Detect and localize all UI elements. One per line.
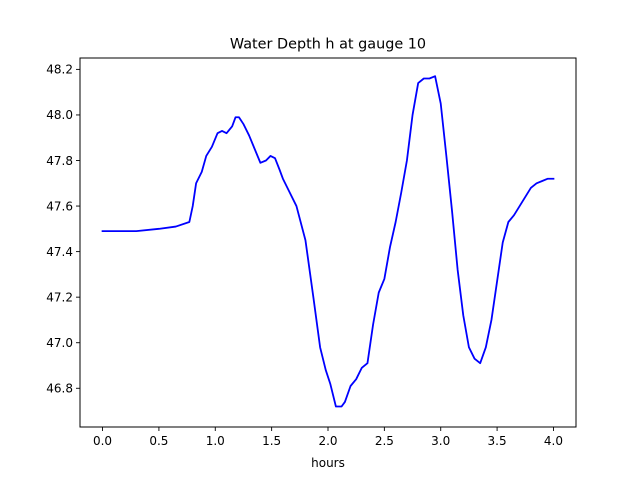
series-line-water-depth: [101, 75, 555, 408]
x-tick-label: 2.0: [318, 434, 337, 448]
plot-area: [80, 58, 576, 427]
x-tick-label: 0.0: [93, 434, 112, 448]
x-tick-label: 2.5: [375, 434, 394, 448]
x-tick-label: 0.5: [149, 434, 168, 448]
x-tick-label: 3.5: [488, 434, 507, 448]
plot-background: [80, 58, 576, 427]
y-tick-label: 48.0: [46, 108, 73, 122]
y-tick-label: 47.0: [46, 336, 73, 350]
y-tick-label: 47.6: [46, 199, 73, 213]
x-axis-label: hours: [311, 456, 345, 470]
y-tick-label: 47.8: [46, 154, 73, 168]
x-tick-label: 3.0: [431, 434, 450, 448]
y-axis-ticks: 46.8 47.0 47.2 47.4 47.6 47.8 48.0 48.2: [46, 63, 80, 396]
x-axis-ticks: 0.0 0.5 1.0 1.5 2.0 2.5 3.0 3.5 4.0: [93, 427, 563, 448]
y-tick-label: 48.2: [46, 63, 73, 77]
y-tick-label: 46.8: [46, 382, 73, 396]
chart-title: Water Depth h at gauge 10: [230, 37, 426, 53]
axes-frame: [79, 57, 577, 428]
x-tick-label: 1.0: [206, 434, 225, 448]
y-tick-label: 47.2: [46, 290, 73, 304]
x-tick-label: 1.5: [262, 434, 281, 448]
y-tick-label: 47.4: [46, 245, 73, 259]
x-tick-label: 4.0: [544, 434, 563, 448]
